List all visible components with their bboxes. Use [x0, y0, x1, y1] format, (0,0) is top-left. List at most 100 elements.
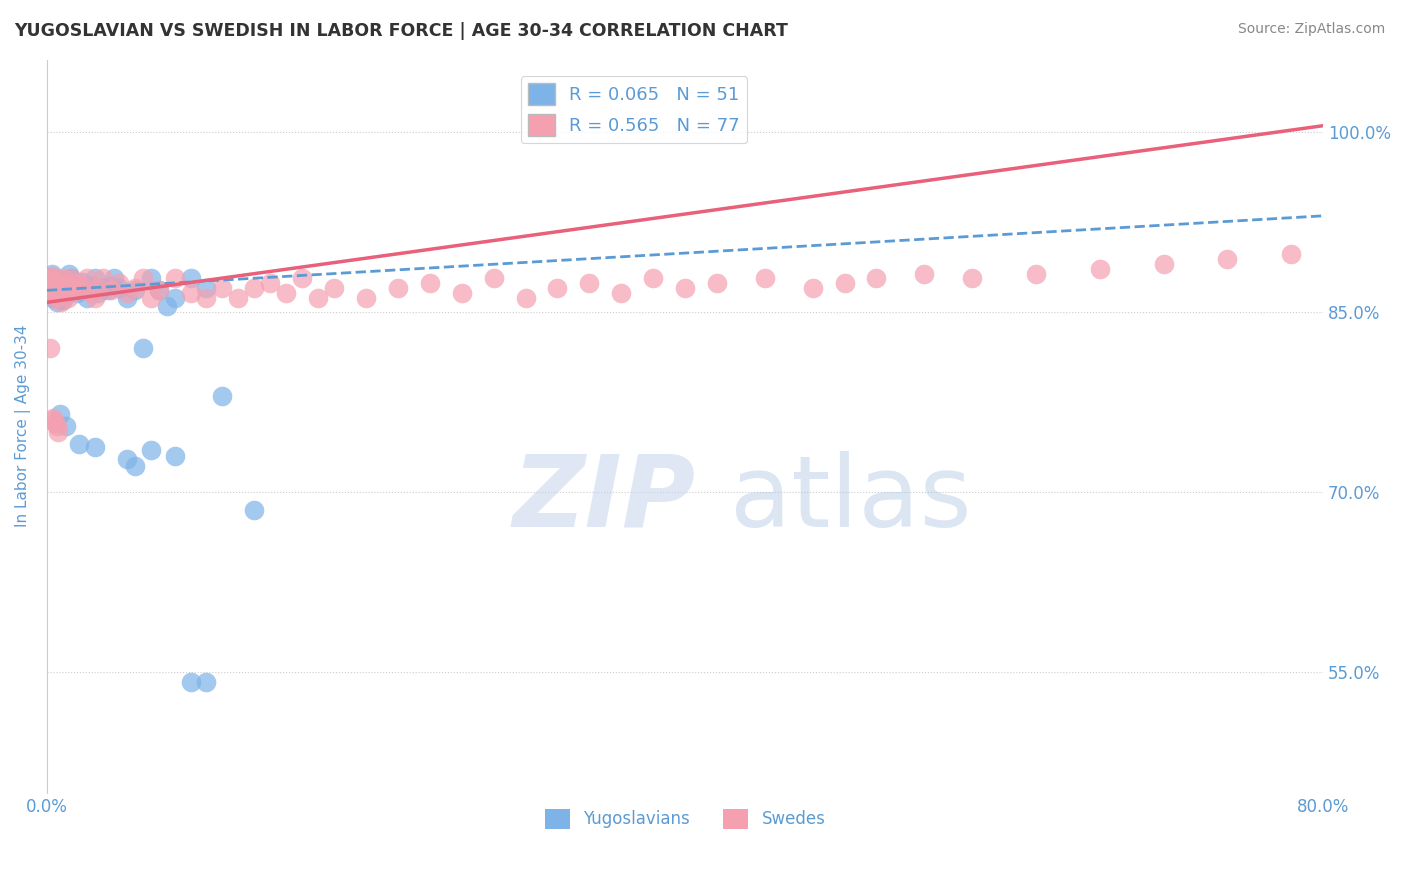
Point: [100, 278, 122, 293]
Point: [87, 281, 110, 295]
Point: [55, 276, 77, 290]
Point: [41, 268, 63, 283]
Point: [44, 416, 66, 430]
Point: [59, 271, 82, 285]
Point: [180, 271, 202, 285]
Point: [41, 283, 63, 297]
Point: [546, 281, 568, 295]
Y-axis label: In Labor Force | Age 30-34: In Labor Force | Age 30-34: [15, 325, 31, 527]
Point: [1088, 261, 1111, 276]
Point: [706, 276, 728, 290]
Point: [44, 281, 66, 295]
Point: [180, 675, 202, 690]
Point: [53, 281, 76, 295]
Point: [673, 281, 696, 295]
Point: [45, 274, 67, 288]
Point: [55, 278, 77, 293]
Point: [42, 277, 65, 292]
Point: [180, 285, 202, 300]
Point: [91, 281, 114, 295]
Point: [41, 275, 63, 289]
Point: [195, 281, 218, 295]
Point: [1327, 125, 1350, 139]
Point: [1279, 247, 1302, 261]
Point: [46, 285, 69, 300]
Point: [115, 291, 138, 305]
Point: [107, 281, 129, 295]
Point: [643, 271, 665, 285]
Point: [58, 267, 80, 281]
Point: [67, 281, 90, 295]
Point: [163, 271, 186, 285]
Point: [97, 283, 120, 297]
Text: Source: ZipAtlas.com: Source: ZipAtlas.com: [1237, 22, 1385, 37]
Point: [76, 291, 98, 305]
Point: [38, 271, 60, 285]
Point: [80, 278, 103, 293]
Point: [41, 275, 63, 289]
Point: [107, 276, 129, 290]
Point: [450, 285, 472, 300]
Point: [66, 285, 89, 300]
Point: [163, 291, 186, 305]
Point: [578, 276, 600, 290]
Point: [124, 281, 146, 295]
Point: [1153, 257, 1175, 271]
Point: [865, 271, 887, 285]
Point: [76, 271, 98, 285]
Point: [62, 276, 84, 290]
Point: [801, 281, 824, 295]
Point: [115, 451, 138, 466]
Point: [307, 291, 329, 305]
Point: [139, 291, 162, 305]
Point: [44, 274, 66, 288]
Point: [46, 425, 69, 439]
Point: [42, 291, 65, 305]
Point: [48, 278, 70, 293]
Point: [39, 341, 62, 355]
Point: [91, 271, 114, 285]
Point: [53, 281, 76, 295]
Point: [42, 271, 65, 285]
Point: [211, 281, 233, 295]
Legend: Yugoslavians, Swedes: Yugoslavians, Swedes: [538, 802, 832, 836]
Point: [83, 440, 105, 454]
Point: [48, 278, 70, 293]
Point: [754, 271, 776, 285]
Point: [276, 285, 298, 300]
Point: [139, 443, 162, 458]
Point: [83, 271, 105, 285]
Point: [148, 283, 170, 297]
Point: [211, 389, 233, 403]
Point: [44, 281, 66, 295]
Point: [39, 287, 62, 301]
Point: [42, 271, 65, 285]
Point: [482, 271, 505, 285]
Point: [46, 285, 69, 300]
Point: [195, 291, 218, 305]
Point: [124, 283, 146, 297]
Point: [41, 267, 63, 281]
Point: [45, 419, 67, 434]
Point: [139, 271, 162, 285]
Point: [259, 276, 281, 290]
Point: [52, 285, 75, 300]
Point: [45, 279, 67, 293]
Point: [48, 407, 70, 421]
Text: ZIP: ZIP: [513, 451, 696, 548]
Point: [156, 299, 179, 313]
Point: [56, 291, 79, 305]
Point: [354, 291, 377, 305]
Point: [834, 276, 856, 290]
Point: [65, 276, 87, 290]
Point: [163, 449, 186, 463]
Point: [41, 413, 63, 427]
Point: [103, 271, 125, 285]
Point: [243, 503, 266, 517]
Point: [52, 274, 75, 288]
Point: [39, 287, 62, 301]
Text: YUGOSLAVIAN VS SWEDISH IN LABOR FORCE | AGE 30-34 CORRELATION CHART: YUGOSLAVIAN VS SWEDISH IN LABOR FORCE | …: [14, 22, 787, 40]
Point: [58, 283, 80, 297]
Point: [87, 285, 110, 300]
Point: [1025, 267, 1047, 281]
